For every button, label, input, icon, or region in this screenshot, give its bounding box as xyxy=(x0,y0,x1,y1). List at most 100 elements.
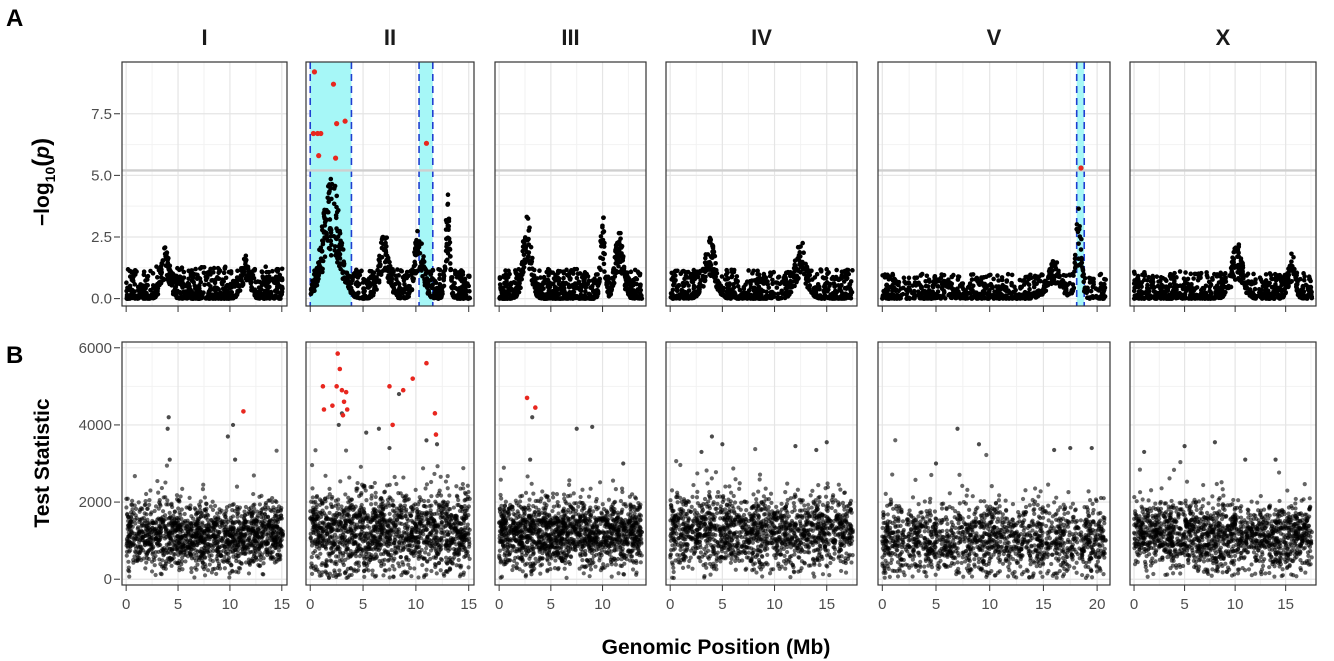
data-point xyxy=(1198,270,1204,276)
data-point xyxy=(689,295,695,300)
data-point xyxy=(175,288,180,294)
data-point xyxy=(380,235,385,240)
data-point xyxy=(451,282,456,288)
data-point xyxy=(789,272,795,277)
data-point xyxy=(441,273,447,279)
data-point xyxy=(383,249,389,255)
data-point xyxy=(775,295,780,300)
data-point xyxy=(683,274,689,280)
data-point xyxy=(225,296,231,301)
data-point xyxy=(1054,280,1060,286)
data-point xyxy=(132,474,137,479)
data-point xyxy=(177,267,182,273)
data-point xyxy=(838,288,844,294)
data-point xyxy=(206,296,212,301)
data-point xyxy=(504,279,509,284)
data-point xyxy=(569,295,575,301)
data-point xyxy=(629,293,635,299)
data-point xyxy=(1077,223,1082,229)
data-point xyxy=(208,272,213,277)
data-point xyxy=(1250,290,1256,295)
data-point xyxy=(248,277,253,283)
data-point xyxy=(442,264,448,269)
data-point xyxy=(145,283,150,288)
facet-strip-label: V xyxy=(987,25,1002,50)
data-point xyxy=(323,236,329,241)
data-point xyxy=(553,272,558,278)
data-point xyxy=(545,266,551,272)
data-point xyxy=(1000,282,1006,288)
data-point xyxy=(196,289,202,295)
data-point xyxy=(261,561,266,566)
data-point xyxy=(1302,274,1307,279)
data-point xyxy=(526,258,531,263)
data-point xyxy=(162,245,168,250)
data-point xyxy=(957,296,963,301)
data-point xyxy=(1231,260,1236,266)
data-point xyxy=(432,278,438,284)
significant-point xyxy=(334,121,340,127)
data-point xyxy=(771,269,777,275)
data-point xyxy=(1172,270,1177,276)
data-point xyxy=(188,287,193,292)
data-point xyxy=(1082,286,1088,292)
data-point xyxy=(130,498,135,503)
data-point xyxy=(708,272,714,277)
data-point xyxy=(229,283,234,288)
data-point xyxy=(425,290,431,295)
data-point xyxy=(334,251,339,256)
data-point xyxy=(734,280,740,285)
data-point xyxy=(1289,279,1294,284)
data-point xyxy=(150,295,156,301)
data-point xyxy=(956,289,961,295)
data-point xyxy=(1251,271,1256,277)
data-point xyxy=(1062,289,1068,294)
data-point xyxy=(466,273,471,279)
data-point xyxy=(127,268,132,274)
data-point xyxy=(448,267,454,273)
data-point xyxy=(801,250,806,256)
data-point xyxy=(817,293,823,298)
data-point xyxy=(795,256,800,261)
data-point xyxy=(373,279,378,284)
data-point xyxy=(462,284,468,290)
data-point xyxy=(390,290,396,295)
data-point xyxy=(525,216,531,221)
data-point xyxy=(360,296,365,301)
data-point xyxy=(1086,275,1092,281)
data-point xyxy=(454,295,460,300)
data-point xyxy=(339,246,345,252)
data-point xyxy=(997,294,1003,300)
data-point xyxy=(618,259,623,265)
data-point xyxy=(208,284,213,289)
data-point xyxy=(519,276,525,282)
data-point xyxy=(232,293,238,299)
data-point xyxy=(1257,294,1263,299)
data-point xyxy=(788,278,793,284)
data-point xyxy=(1160,293,1165,299)
data-point xyxy=(1212,285,1218,291)
data-point xyxy=(848,279,854,284)
data-point xyxy=(921,296,926,301)
data-point xyxy=(513,285,519,291)
data-point xyxy=(1079,260,1085,266)
data-point xyxy=(503,294,508,300)
data-point xyxy=(969,277,975,282)
significant-point xyxy=(332,155,339,161)
data-point xyxy=(722,277,728,282)
data-point xyxy=(246,571,252,576)
data-point xyxy=(966,284,972,289)
data-point xyxy=(1182,296,1187,301)
data-point xyxy=(1025,274,1030,280)
data-point xyxy=(941,283,946,289)
data-point xyxy=(930,284,936,290)
data-point xyxy=(591,294,597,300)
panel-b-y-axis-title: Test Statistic xyxy=(31,398,54,527)
data-point xyxy=(202,495,207,500)
data-point xyxy=(424,284,430,290)
data-point xyxy=(378,240,384,245)
data-point xyxy=(1079,255,1084,261)
data-point xyxy=(1228,284,1234,290)
data-point xyxy=(729,267,734,273)
data-point xyxy=(520,239,526,244)
